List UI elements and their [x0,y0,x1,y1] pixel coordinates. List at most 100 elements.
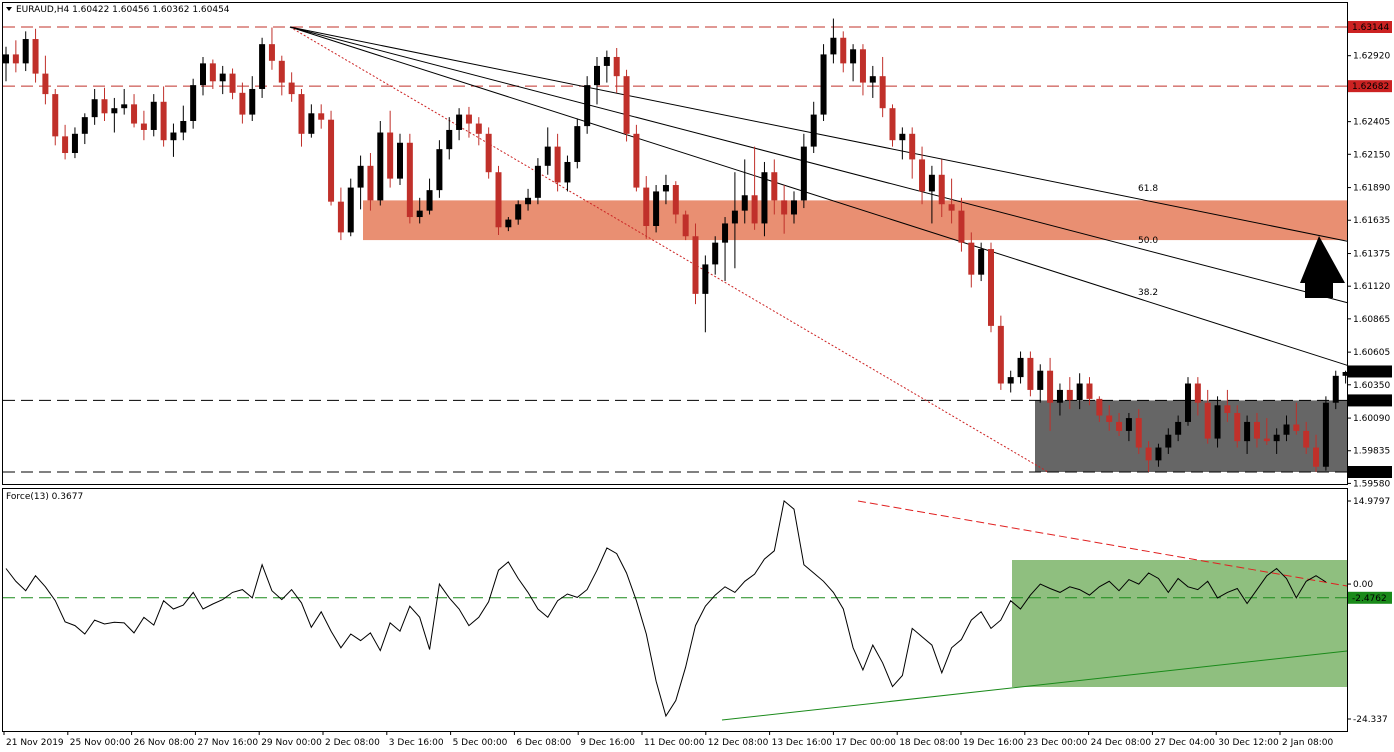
candle-body [584,85,591,127]
price-tick-label: 1.61890 [1353,184,1390,194]
price-label-text: 1.63144 [1352,23,1389,33]
candle-body [268,44,275,61]
fan-base-line [289,26,1049,473]
price-label-box [1348,21,1392,33]
candle-body [800,146,807,201]
time-tick-label: 3 Dec 16:00 [389,738,444,748]
fib-label-500: 50.0 [1138,236,1158,246]
collapse-triangle-icon[interactable] [6,7,12,11]
candle-body [781,200,788,215]
candle-body [741,195,748,211]
fan-line-1 [289,26,1349,304]
candle-body [633,133,640,188]
candle-body [1125,418,1132,431]
fib-label-382: 38.2 [1138,288,1158,298]
candle-body [928,174,935,192]
candle-body [406,142,413,218]
candle-body [465,114,472,124]
price-tick-label: 1.59580 [1353,479,1390,489]
candle-body [810,114,817,147]
candle-body [751,195,758,224]
candle-body [1263,438,1270,442]
candle-body [495,172,502,228]
price-label-box [1348,466,1392,478]
candle-body [761,172,768,224]
time-tick-label: 6 Dec 08:00 [516,738,571,748]
candle-body [52,94,59,137]
candle-body [190,85,197,121]
indicator-plot-frame [2,488,1348,732]
candle-body [919,159,926,192]
candle-body [791,200,797,215]
candle-body [1106,415,1113,422]
candle-body [997,325,1004,384]
candle-body [101,99,108,114]
candle-body [948,204,955,211]
candle-body [12,54,19,64]
candle-body [357,165,364,188]
price-tick-label: 1.61375 [1353,250,1390,260]
indicator-axis-label: 14.9797 [1353,497,1390,507]
candle-body [771,172,778,201]
indicator-label-box [1348,591,1392,604]
candle-body [1175,421,1182,435]
time-tick-label: 13 Dec 16:00 [772,738,833,748]
candle-body [820,54,827,115]
candle-body [229,73,236,93]
candle-body [3,54,9,64]
candle-body [1204,402,1211,439]
candle-body [525,197,532,205]
price-tick-label: 1.60090 [1353,414,1390,424]
candle-body [32,39,39,74]
candle-body [456,114,463,130]
candle-body [318,113,325,120]
candle-body [219,73,226,82]
candle-body [702,264,709,294]
indicator-zone [1012,560,1347,687]
candle-body [278,60,285,83]
candle-body [1332,375,1339,403]
candle-body [564,161,571,183]
candle-body [623,76,630,134]
candle-body [1027,357,1034,390]
candle-body [200,63,206,86]
indicator-resistance-trendline [857,500,1348,587]
candle-body [42,73,49,95]
candle-body [879,76,886,109]
time-tick-label: 24 Dec 08:00 [1091,738,1152,748]
price-tick-label: 1.62920 [1353,52,1390,62]
candle-body [830,37,837,55]
fan-line-0 [289,26,1349,242]
candle-body [131,104,138,124]
candle-body [1313,447,1320,467]
candle-body [682,214,689,237]
candle-body [505,219,512,228]
symbol-label: EURAUD,H4 [16,5,69,15]
time-tick-label: 23 Dec 00:00 [1027,738,1088,748]
up-arrow-icon [1300,236,1345,298]
candle-body [239,92,246,115]
candle-body [22,39,29,64]
candle-body [1273,434,1280,442]
candle-body [603,56,610,66]
indicator-axis-label: -2.4762 [1352,594,1387,604]
time-tick-label: 9 Dec 16:00 [580,738,635,748]
candle-body [544,146,551,166]
time-tick-label: 21 Nov 2019 [6,738,64,748]
candle-body [259,44,266,89]
candle-body [978,249,985,275]
candle-body [1293,424,1300,431]
candle-body [81,117,88,134]
candle-body [436,149,443,191]
candle-body [731,210,738,224]
price-tick-label: 1.62150 [1353,150,1390,160]
candle-body [692,236,699,294]
price-label-box [1348,365,1392,378]
candle-body [1155,447,1162,461]
price-tick-label: 1.60865 [1353,315,1390,325]
time-tick-label: 25 Nov 00:00 [70,738,131,748]
candle-body [150,101,157,130]
indicator-axis-label: 0.00 [1353,580,1373,590]
candle-body [1076,383,1083,401]
